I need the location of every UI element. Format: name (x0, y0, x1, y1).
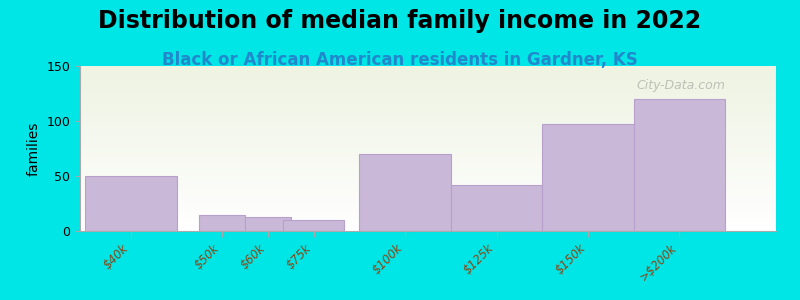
Text: Distribution of median family income in 2022: Distribution of median family income in … (98, 9, 702, 33)
Bar (199, 214, 245, 231)
Bar (85, 176, 177, 231)
Bar (245, 217, 291, 231)
Bar (283, 220, 344, 231)
Text: City-Data.com: City-Data.com (637, 79, 726, 92)
Bar (634, 99, 725, 231)
Text: Black or African American residents in Gardner, KS: Black or African American residents in G… (162, 51, 638, 69)
Bar (542, 124, 634, 231)
Bar (451, 185, 542, 231)
Y-axis label: families: families (27, 121, 41, 176)
Bar (359, 154, 451, 231)
